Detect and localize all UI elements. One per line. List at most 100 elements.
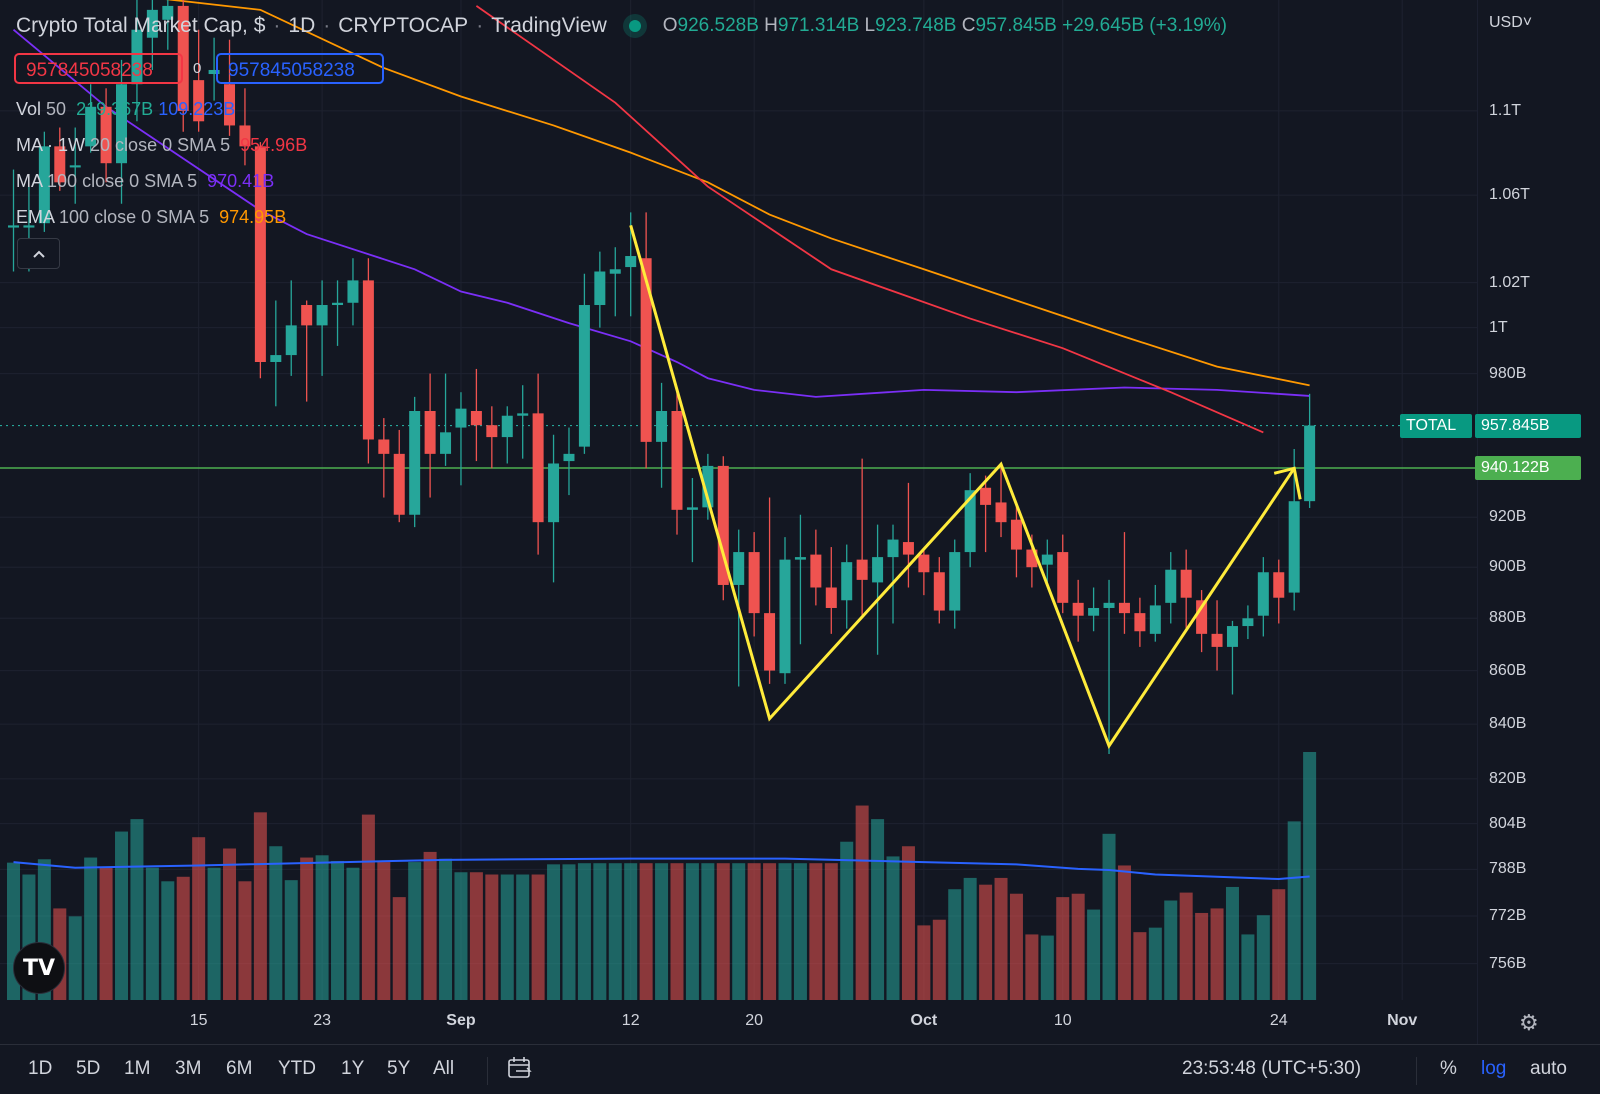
candle[interactable] — [1257, 557, 1269, 637]
candle[interactable] — [270, 300, 282, 407]
candle[interactable] — [347, 258, 359, 326]
candle[interactable] — [1226, 620, 1238, 695]
currency-selector[interactable]: USD˅ — [1489, 14, 1533, 31]
log-scale-toggle[interactable]: log — [1481, 1058, 1507, 1079]
candle[interactable] — [100, 88, 112, 183]
candle[interactable] — [1180, 549, 1192, 629]
candle[interactable] — [548, 434, 560, 583]
candle[interactable] — [362, 258, 374, 464]
candle[interactable] — [393, 429, 405, 523]
candle[interactable] — [224, 39, 236, 136]
candle[interactable] — [38, 131, 50, 232]
candle[interactable] — [656, 382, 668, 488]
clock-time[interactable]: 23:53:48 (UTC+5:30) — [1182, 1058, 1362, 1079]
candle[interactable] — [1273, 559, 1285, 624]
candle[interactable] — [609, 247, 621, 317]
symbol-title[interactable]: Crypto Total Market Cap, $ — [16, 14, 266, 37]
candle[interactable] — [239, 88, 251, 166]
candle[interactable] — [995, 465, 1007, 538]
buy-price-box[interactable]: 957845058238 — [216, 53, 384, 84]
candle[interactable] — [686, 478, 698, 563]
candle[interactable] — [8, 169, 19, 272]
candle[interactable] — [486, 406, 498, 469]
candle[interactable] — [254, 142, 266, 379]
candle[interactable] — [301, 300, 313, 402]
ma-100-line[interactable] — [12, 29, 1310, 398]
range-6m-button[interactable]: 6M — [226, 1058, 253, 1079]
candle[interactable] — [918, 549, 930, 596]
legend-ma-1w[interactable]: MA · 1W 20 close 0 SMA 5 954.96B — [16, 135, 307, 156]
candle[interactable] — [131, 0, 143, 122]
candle[interactable] — [717, 456, 729, 601]
candle[interactable] — [1103, 579, 1115, 755]
candle[interactable] — [764, 497, 776, 684]
candle[interactable] — [1010, 504, 1022, 578]
candle[interactable] — [856, 458, 868, 619]
candle[interactable] — [316, 280, 328, 376]
candle[interactable] — [1211, 600, 1223, 671]
candle[interactable] — [748, 532, 760, 637]
candle[interactable] — [563, 427, 575, 496]
candle[interactable] — [1242, 605, 1254, 640]
settings-gear-icon[interactable]: ⚙ — [1519, 1010, 1539, 1035]
tradingview-logo[interactable]: TV — [13, 942, 65, 994]
range-5d-button[interactable]: 5D — [76, 1058, 101, 1079]
ema-100-line[interactable] — [122, 0, 1310, 387]
candle[interactable] — [162, 0, 174, 50]
candle[interactable] — [69, 127, 81, 204]
ma-1w-line[interactable] — [475, 5, 1264, 434]
candle[interactable] — [872, 524, 884, 655]
candle[interactable] — [902, 482, 914, 588]
candle[interactable] — [794, 514, 806, 645]
candle[interactable] — [424, 373, 436, 498]
collapse-legend-button[interactable] — [17, 238, 60, 269]
candle[interactable] — [1057, 534, 1069, 614]
sell-price-box[interactable]: 957845058238 — [14, 53, 183, 84]
pattern-drawing[interactable] — [629, 224, 1296, 750]
candle[interactable] — [887, 524, 899, 624]
candle[interactable] — [1088, 587, 1100, 632]
candle[interactable] — [177, 0, 189, 132]
candle[interactable] — [1149, 584, 1161, 642]
range-1m-button[interactable]: 1M — [124, 1058, 151, 1079]
range-5y-button[interactable]: 5Y — [387, 1058, 411, 1079]
candle[interactable] — [841, 544, 853, 629]
candle[interactable] — [810, 529, 822, 606]
range-1y-button[interactable]: 1Y — [341, 1058, 365, 1079]
candle[interactable] — [470, 368, 482, 462]
legend-ema-100[interactable]: EMA 100 close 0 SMA 5 974.95B — [16, 207, 286, 228]
candle[interactable] — [1118, 532, 1130, 634]
range-ytd-button[interactable]: YTD — [278, 1058, 316, 1079]
candle[interactable] — [1134, 597, 1146, 647]
candle[interactable] — [532, 373, 544, 555]
range-1d-button[interactable]: 1D — [28, 1058, 53, 1079]
candle[interactable] — [779, 537, 791, 684]
candle[interactable] — [964, 473, 976, 568]
candle[interactable] — [702, 453, 714, 520]
candle[interactable] — [1196, 590, 1208, 653]
percent-scale-toggle[interactable]: % — [1440, 1058, 1457, 1079]
candle[interactable] — [409, 396, 421, 528]
range-all-button[interactable]: All — [433, 1058, 455, 1079]
legend-volume[interactable]: Vol 50 219.367B 109.223B — [16, 99, 235, 120]
auto-scale-toggle[interactable]: auto — [1530, 1058, 1567, 1079]
candle[interactable] — [1304, 393, 1316, 508]
candle[interactable] — [517, 385, 529, 459]
candle[interactable] — [933, 557, 945, 624]
candle[interactable] — [1041, 539, 1053, 583]
candle[interactable] — [208, 37, 220, 101]
candle[interactable] — [85, 84, 97, 153]
legend-ma-100[interactable]: MA 100 close 0 SMA 5 970.41B — [16, 171, 274, 192]
candle[interactable] — [455, 392, 467, 486]
candle[interactable] — [640, 212, 652, 469]
price-chart[interactable] — [0, 0, 1600, 1044]
candle[interactable] — [285, 280, 297, 376]
candle[interactable] — [578, 273, 590, 454]
calendar-range-icon[interactable] — [507, 1056, 533, 1086]
candle[interactable] — [671, 389, 683, 535]
interval[interactable]: 1D — [288, 14, 316, 37]
candle[interactable] — [949, 539, 961, 629]
candle[interactable] — [332, 280, 344, 346]
candle[interactable] — [193, 29, 205, 132]
candle[interactable] — [825, 547, 837, 634]
